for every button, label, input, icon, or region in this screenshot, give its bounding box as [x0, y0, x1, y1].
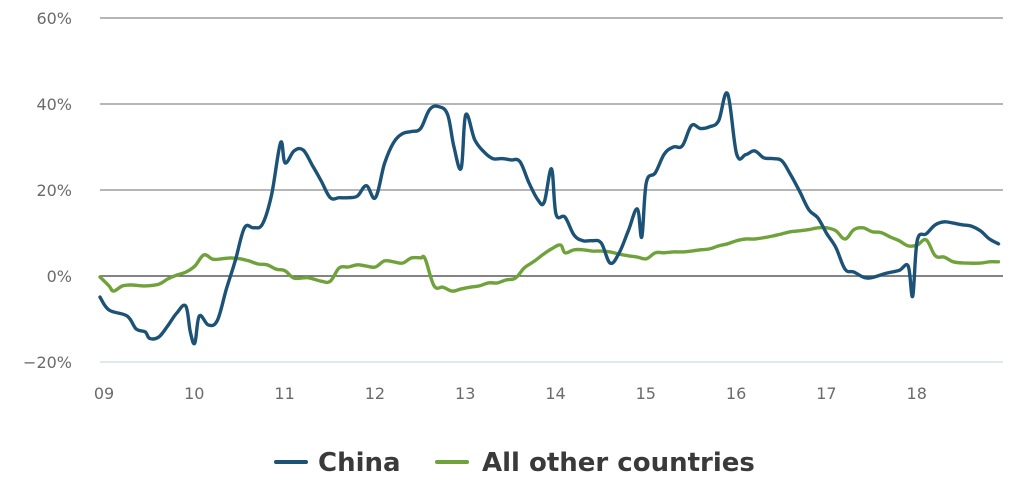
x-tick-label: 09 [94, 384, 114, 403]
x-tick-label: 15 [636, 384, 656, 403]
x-tick-label: 17 [816, 384, 836, 403]
x-tick-label: 11 [274, 384, 294, 403]
x-tick-label: 13 [455, 384, 475, 403]
series-lines [98, 91, 1001, 346]
y-tick-label: 20% [36, 181, 72, 200]
y-tick-label: −20% [23, 353, 72, 372]
x-tick-label: 10 [184, 384, 204, 403]
gridlines [100, 17, 1003, 363]
legend: China All other countries [274, 448, 755, 478]
legend-label-china: China [318, 448, 401, 478]
series-line-all-other-countries [98, 225, 1001, 293]
x-axis-tick-labels: 09 10 11 12 13 14 15 16 17 18 [94, 384, 927, 403]
y-tick-label: 0% [47, 267, 72, 286]
legend-label-all-other-countries: All other countries [482, 448, 755, 478]
y-tick-label: 40% [36, 95, 72, 114]
x-tick-label: 18 [907, 384, 927, 403]
series-line-china [98, 91, 1001, 346]
y-axis-tick-labels: 60% 40% 20% 0% −20% [23, 9, 72, 372]
y-tick-label: 60% [36, 9, 72, 28]
x-tick-label: 16 [726, 384, 746, 403]
x-tick-label: 12 [365, 384, 385, 403]
x-tick-label: 14 [545, 384, 565, 403]
